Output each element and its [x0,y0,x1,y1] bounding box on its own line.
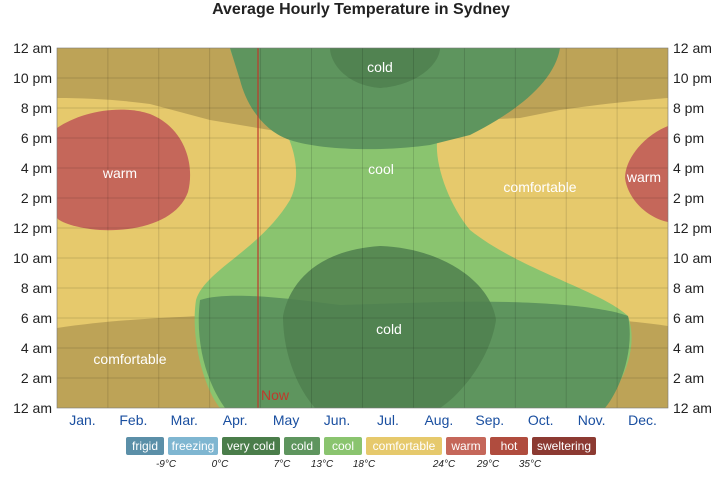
plot-border [56,47,669,409]
legend: frigid freezing very cold cold cool comfortab… [0,437,722,477]
cold-core-top [330,48,440,88]
legend-threshold: 0°C [211,459,229,470]
y-tick-label-left: 12 am [13,400,52,416]
legend-item-hot: hot [490,437,528,455]
region-label-comfortable-left: comfortable [93,351,166,367]
legend-item-freezing: freezing [168,437,218,455]
y-tick-label-right: 12 am [673,40,712,56]
x-tick-label: Aug. [424,412,453,428]
legend-item-comfortable: comfortable [366,437,442,455]
y-tick-label-right: 2 am [673,370,704,386]
legend-item-cold: cold [284,437,320,455]
y-tick-label-left: 4 pm [21,160,52,176]
legend-threshold: 13°C [310,459,334,470]
x-tick-label: Oct. [528,412,554,428]
region-label-warm-left: warm [102,165,137,181]
cold-core-bottom [283,246,496,408]
y-tick-label-right: 12 pm [673,220,712,236]
x-tick-label: Feb. [119,412,147,428]
region-label-cold-top: cold [367,59,393,75]
region-label-cold-bottom: cold [376,321,402,337]
y-tick-label-left: 12 am [13,40,52,56]
legend-threshold: 29°C [476,459,500,470]
x-tick-label: Dec. [628,412,657,428]
y-tick-label-right: 4 am [673,340,704,356]
y-tick-label-left: 6 am [21,310,52,326]
y-tick-label-left: 10 am [13,250,52,266]
y-tick-label-right: 10 pm [673,70,712,86]
legend-threshold: 35°C [518,459,542,470]
grid [57,48,668,408]
legend-threshold: 7°C [273,459,291,470]
temperature-heatmap: Now warm warm comfortable comfortable co… [13,40,712,428]
legend-threshold: 18°C [352,459,376,470]
y-tick-label-left: 2 am [21,370,52,386]
x-tick-label: Sep. [475,412,504,428]
x-tick-label: Nov. [578,412,606,428]
region-label-cool: cool [368,161,394,177]
y-tick-label-left: 6 pm [21,130,52,146]
legend-item-very-cold: very cold [222,437,280,455]
x-tick-label: Jul. [377,412,399,428]
warm-blob-left [57,109,191,231]
region-label-comfortable-right: comfortable [503,179,576,195]
y-axis-left: 12 am 2 am 4 am 6 am 8 am 10 am 12 pm 2 pm 4 pm 6… [13,40,52,416]
x-tick-label: May [273,412,299,428]
y-tick-label-right: 6 am [673,310,704,326]
y-tick-label-right: 4 pm [673,160,704,176]
legend-item-sweltering: sweltering [532,437,596,455]
y-tick-label-left: 10 pm [13,70,52,86]
legend-item-cool: cool [324,437,362,455]
y-tick-label-right: 6 pm [673,130,704,146]
x-tick-label: Jan. [69,412,95,428]
legend-threshold: 24°C [432,459,456,470]
legend-item-frigid: frigid [126,437,164,455]
y-tick-label-right: 8 am [673,280,704,296]
now-label: Now [261,387,290,403]
warm-blob-right [625,126,668,222]
legend-threshold: -9°C [155,459,177,470]
y-axis-right: 12 am 2 am 4 am 6 am 8 am 10 am 12 pm 2 pm 4 pm 6… [673,40,712,416]
y-tick-label-left: 12 pm [13,220,52,236]
x-tick-label: Jun. [324,412,350,428]
y-tick-label-right: 10 am [673,250,712,266]
legend-item-warm: warm [446,437,486,455]
region-label-warm-right: warm [626,169,661,185]
x-axis: Jan. Feb. Mar. Apr. May Jun. Jul. Aug. Sep. Oct. N… [69,412,657,428]
y-tick-label-left: 4 am [21,340,52,356]
y-tick-label-left: 8 am [21,280,52,296]
x-tick-label: Apr. [223,412,248,428]
x-tick-label: Mar. [171,412,198,428]
chart-title: Average Hourly Temperature in Sydney [212,1,510,18]
y-tick-label-right: 8 pm [673,100,704,116]
y-tick-label-right: 2 pm [673,190,704,206]
y-tick-label-right: 12 am [673,400,712,416]
y-tick-label-left: 2 pm [21,190,52,206]
cold-band-top [230,48,560,150]
y-tick-label-left: 8 pm [21,100,52,116]
